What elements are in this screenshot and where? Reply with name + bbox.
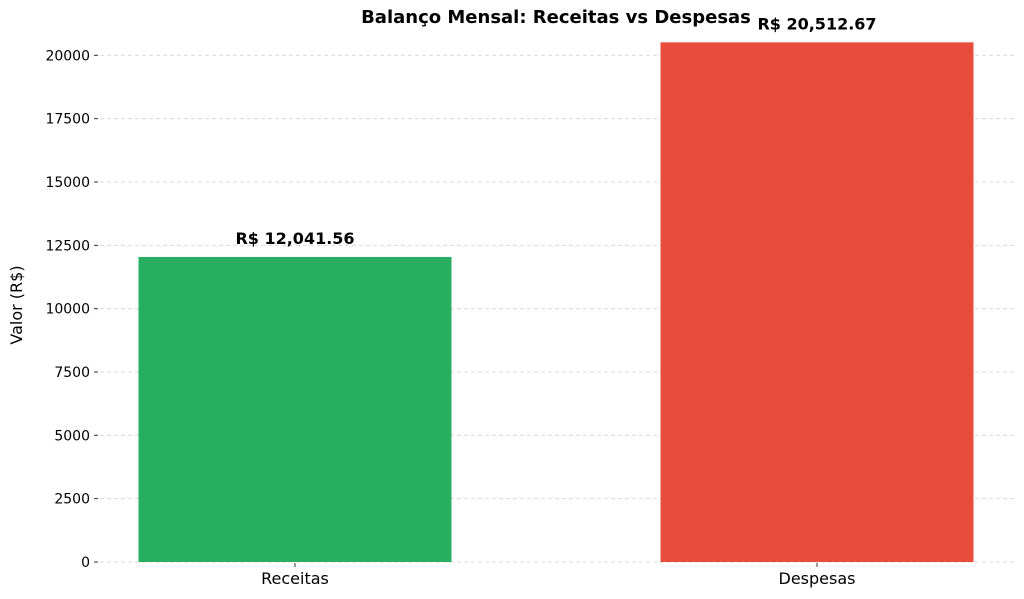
- y-tick-label: 10000: [45, 302, 90, 318]
- chart-title: Balanço Mensal: Receitas vs Despesas: [361, 7, 751, 28]
- data-label-receitas: R$ 12,041.56: [235, 229, 354, 248]
- y-tick-label: 17500: [45, 112, 90, 128]
- bar-despesas: [660, 42, 974, 562]
- x-tick-label-despesas: Despesas: [779, 569, 856, 588]
- bar-receitas: [138, 256, 452, 562]
- y-axis-label: Valor (R$): [7, 265, 26, 344]
- y-tick-label: 0: [81, 555, 90, 571]
- y-tick-label: 15000: [45, 175, 90, 191]
- y-tick-label: 2500: [54, 492, 90, 508]
- y-tick-label: 12500: [45, 238, 90, 254]
- y-tick-label: 7500: [54, 365, 90, 381]
- grid-layer: [100, 54, 1015, 563]
- y-axis-ticks: 0 2500 5000 7500 10000 12500 15000 17500 20000: [45, 48, 98, 571]
- x-tick-label-receitas: Receitas: [261, 569, 329, 588]
- y-tick-label: 20000: [45, 48, 90, 64]
- y-tick-label: 5000: [54, 428, 90, 444]
- data-labels-layer: R$ 12,041.56 R$ 20,512.67: [235, 14, 876, 248]
- x-axis-ticks: Receitas Despesas: [261, 563, 855, 588]
- data-label-despesas: R$ 20,512.67: [757, 14, 876, 33]
- bars-layer: [138, 42, 974, 562]
